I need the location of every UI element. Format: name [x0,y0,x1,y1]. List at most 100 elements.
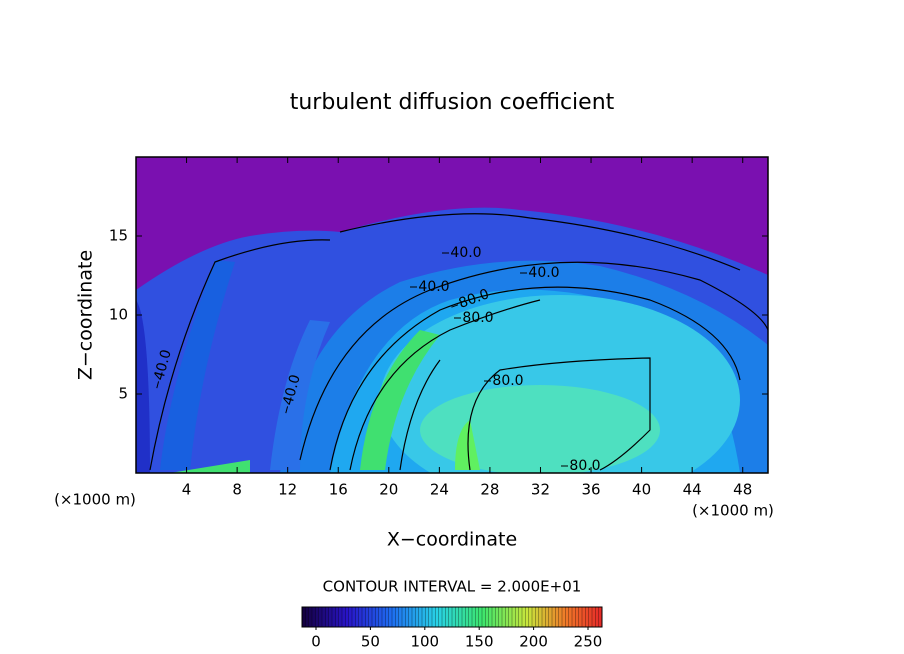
x-tick-label: 48 [733,481,752,499]
colorbar-cell [342,607,346,627]
colorbar-cell [302,607,306,627]
colorbar-cell [568,607,573,627]
colorbar-cell [388,607,393,627]
colorbar-cell [565,607,569,627]
colorbar-cell [515,607,519,627]
colorbar-cell [458,607,463,627]
colorbar-tick-label: 150 [465,633,494,651]
colorbar-cell [585,607,589,627]
colorbar-cell [325,607,329,627]
colorbar-cell [395,607,399,627]
x-tick-label: 12 [278,481,297,499]
colorbar-cell [558,607,563,627]
contour-label: 40.0 [280,373,304,407]
x-tick-label: 20 [379,481,398,499]
colorbar-cell [462,607,466,627]
colorbar-cell [402,607,406,627]
x-axis-label: X−coordinate [387,529,517,551]
colorbar-cell [378,607,383,627]
colorbar-cell [562,607,566,627]
y-tick-label: 5 [118,385,128,403]
colorbar-cell [365,607,369,627]
colorbar-cell [345,607,349,627]
colorbar-cell [588,607,593,627]
colorbar-cell [362,607,366,627]
y-tick-label: 15 [109,227,128,245]
colorbar-cell [572,607,576,627]
colorbar-cell [318,607,323,627]
colorbar-cell [312,607,316,627]
x-tick-label: 32 [531,481,550,499]
colorbar-cell [385,607,389,627]
colorbar-cell [445,607,449,627]
colorbar-cell [352,607,356,627]
x-unit: (×1000 m) [54,491,136,509]
colorbar-cell [555,607,559,627]
colorbar-cell [595,607,599,627]
colorbar-cell [495,607,499,627]
colorbar-cell [538,607,543,627]
y-tick-label: 10 [109,306,128,324]
contour-label: 40.0 [151,348,175,382]
colorbar-cell [508,607,513,627]
colorbar-cell [438,607,443,627]
colorbar-cell [412,607,416,627]
x-tick-label: 24 [430,481,449,499]
contour-line [451,304,459,308]
x-unit: (×1000 m) [692,502,774,520]
colorbar-cell [468,607,473,627]
colorbar-cell [475,607,479,627]
colorbar-cell [442,607,446,627]
colorbar-cell [518,607,523,627]
colorbar-cell [392,607,396,627]
colorbar-cell [505,607,509,627]
colorbar-tick-label: 0 [311,633,321,651]
colorbar-cell [522,607,526,627]
colorbar-cell [502,607,506,627]
x-tick-label: 16 [329,481,348,499]
colorbar-cell [582,607,586,627]
colorbar-cell [428,607,433,627]
colorbar-cell [448,607,453,627]
colorbar-cell [348,607,353,627]
colorbar-cell [332,607,336,627]
field [136,157,768,473]
contour-label: 40.0 [528,265,559,281]
colorbar-cell [368,607,373,627]
colorbar-cell [415,607,419,627]
colorbar-cell [575,607,579,627]
x-tick-label: 28 [480,481,499,499]
colorbar-cell [335,607,339,627]
colorbar-cell [338,607,343,627]
colorbar-cell [488,607,493,627]
colorbar-cell [375,607,379,627]
colorbar-cell [465,607,469,627]
contour-label: 40.0 [450,245,481,261]
x-tick-label: 8 [232,481,242,499]
colorbar-cell [542,607,546,627]
x-tick-label: 4 [182,481,192,499]
contour-label: 80.0 [492,373,523,389]
contour-line [285,406,289,414]
colorbar-cell [422,607,426,627]
colorbar-cell [498,607,503,627]
y-axis-label: Z−coordinate [75,250,97,380]
colorbar-cell [305,607,309,627]
x-tick-label: 44 [683,481,702,499]
colorbar-cell [452,607,456,627]
x-tick-label: 36 [581,481,600,499]
colorbar-cell [425,607,429,627]
colorbar-cell [432,607,436,627]
colorbar-cell [358,607,363,627]
colorbar-cell [492,607,496,627]
colorbar-cell [435,607,439,627]
colorbar-cell [592,607,596,627]
colorbar-cell [485,607,489,627]
contour-interval: CONTOUR INTERVAL = 2.000E+01 [323,578,582,596]
colorbar-cell [545,607,549,627]
colorbar-cell [478,607,483,627]
x-tick-label: 40 [632,481,651,499]
colorbar-cell [418,607,423,627]
colorbar-cell [578,607,583,627]
